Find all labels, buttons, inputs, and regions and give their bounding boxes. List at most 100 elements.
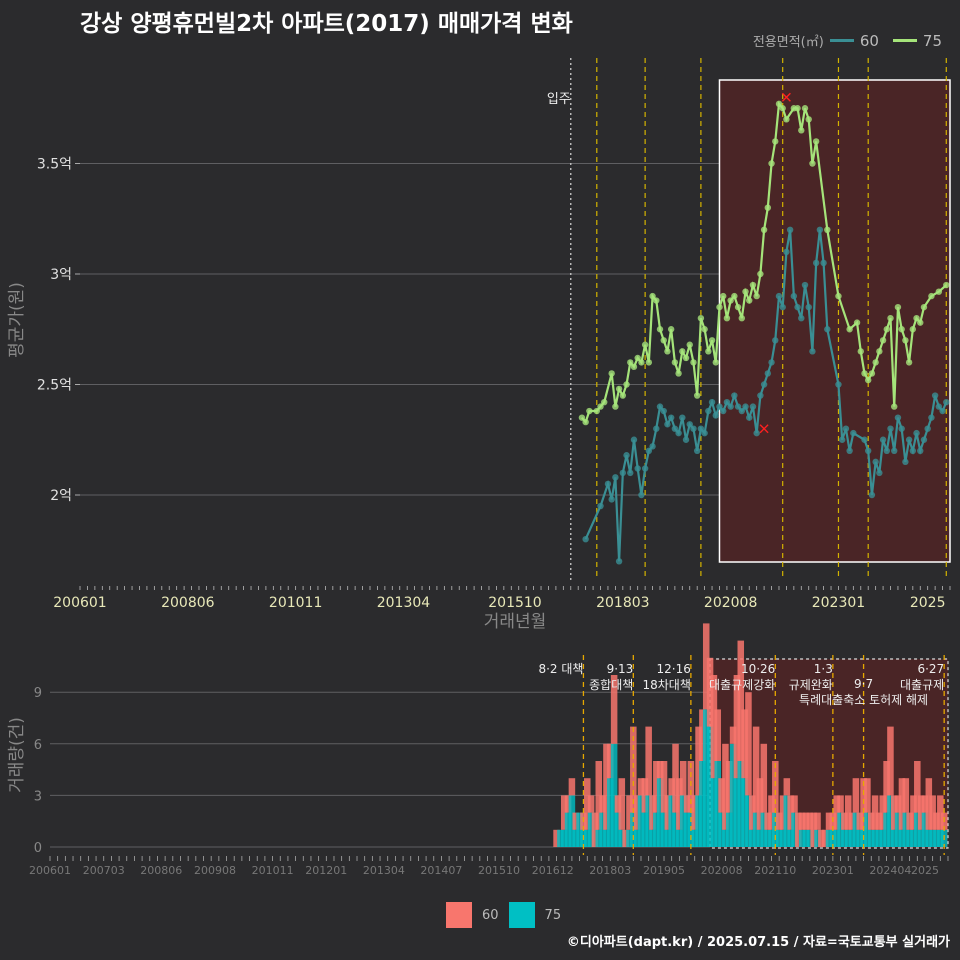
data-point-60	[868, 491, 876, 499]
data-point-75	[641, 341, 649, 348]
data-point-60	[775, 292, 783, 300]
bar-75	[764, 829, 771, 847]
data-point-75	[757, 270, 764, 278]
bar-60	[925, 778, 933, 830]
bar-60	[772, 761, 779, 813]
bar-75	[649, 829, 656, 847]
bar-75	[599, 812, 606, 847]
bar-60	[814, 812, 821, 830]
data-point-75	[664, 348, 671, 355]
data-point-75	[716, 303, 723, 311]
data-point-75	[638, 359, 645, 366]
data-point-75	[720, 292, 727, 300]
bar-75	[768, 829, 775, 847]
data-point-60	[742, 403, 749, 410]
bar-75	[722, 829, 729, 847]
data-point-60	[920, 436, 928, 443]
legend-swatch-75	[892, 39, 917, 42]
bar-75	[737, 761, 745, 847]
legend-label-60: 60	[859, 31, 879, 50]
bar-60	[867, 812, 875, 830]
data-point-75	[686, 341, 693, 348]
bar-60	[833, 795, 840, 830]
policy-label-2: 특례대출축소 토허제 해제	[799, 693, 928, 707]
bar-60	[568, 778, 576, 796]
top-x-tick-label: 2025	[910, 595, 946, 611]
bottom-x-tick-label: 201510	[478, 864, 520, 877]
bar-75	[756, 829, 764, 847]
top-y-tick-label: 3.5억	[37, 157, 72, 173]
data-point-75	[727, 297, 734, 304]
bar-75	[633, 829, 641, 847]
bar-60	[921, 795, 929, 813]
bar-60	[844, 795, 852, 830]
bar-75	[802, 829, 810, 847]
data-point-75	[891, 403, 898, 410]
bar-60	[802, 812, 810, 830]
bar-75	[725, 812, 733, 847]
bar-60	[749, 795, 756, 830]
data-point-60	[679, 414, 686, 421]
data-point-60	[879, 436, 887, 443]
policy-label-1: 9·13	[607, 662, 634, 676]
bar-75	[664, 829, 672, 847]
bar-75	[683, 812, 691, 847]
data-point-60	[720, 407, 727, 415]
data-point-75	[634, 354, 641, 362]
policy-label-2: 18차대책	[642, 677, 690, 692]
data-point-75	[723, 315, 731, 322]
data-point-75	[917, 319, 924, 326]
data-point-75	[608, 370, 615, 377]
data-point-75	[612, 403, 619, 410]
bottom-x-tick-label: 202110	[754, 864, 796, 877]
top-y-tick-label: 3억	[50, 267, 72, 283]
bar-75	[741, 778, 748, 847]
bar-60	[572, 812, 580, 830]
bar-75	[718, 812, 725, 847]
bar-60	[553, 829, 560, 847]
bar-60	[683, 795, 691, 813]
data-point-60	[649, 443, 656, 450]
bar-60	[852, 778, 860, 813]
bar-75	[691, 829, 698, 847]
bar-60	[906, 812, 913, 830]
bar-60	[699, 709, 706, 761]
data-point-60	[783, 248, 790, 256]
bar-75	[560, 829, 568, 847]
data-point-60	[656, 403, 664, 410]
data-point-60	[746, 414, 753, 421]
data-point-60	[812, 259, 820, 267]
legend-bottom-label-75: 75	[544, 907, 562, 923]
data-point-60	[768, 359, 775, 366]
bar-75	[699, 761, 706, 847]
bar-60	[649, 795, 656, 830]
move-in-label: 입주	[547, 92, 571, 107]
data-point-60	[935, 403, 943, 410]
bar-60	[630, 726, 637, 813]
data-point-60	[850, 429, 857, 437]
data-point-75	[868, 370, 876, 377]
bar-75	[702, 709, 710, 847]
data-point-60	[638, 491, 645, 499]
data-point-60	[697, 425, 705, 432]
data-point-75	[693, 392, 701, 399]
data-point-75	[749, 281, 757, 289]
bar-75	[887, 795, 894, 847]
policy-label-2: 규제완화	[789, 678, 833, 692]
bar-75	[626, 829, 633, 847]
data-point-75	[760, 226, 768, 233]
data-point-75	[675, 370, 682, 377]
data-point-75	[794, 105, 801, 112]
bar-60	[725, 761, 733, 813]
legend-bottom-label-60: 60	[482, 907, 499, 923]
bar-75	[837, 812, 844, 847]
bar-75	[891, 829, 898, 847]
bar-75	[656, 778, 664, 847]
cancelled-marker	[759, 424, 769, 434]
bar-60	[706, 657, 714, 727]
bottom-x-tick-label: 200601	[29, 864, 71, 877]
bar-60	[718, 778, 725, 813]
data-point-75	[812, 138, 820, 145]
bar-60	[653, 761, 660, 813]
